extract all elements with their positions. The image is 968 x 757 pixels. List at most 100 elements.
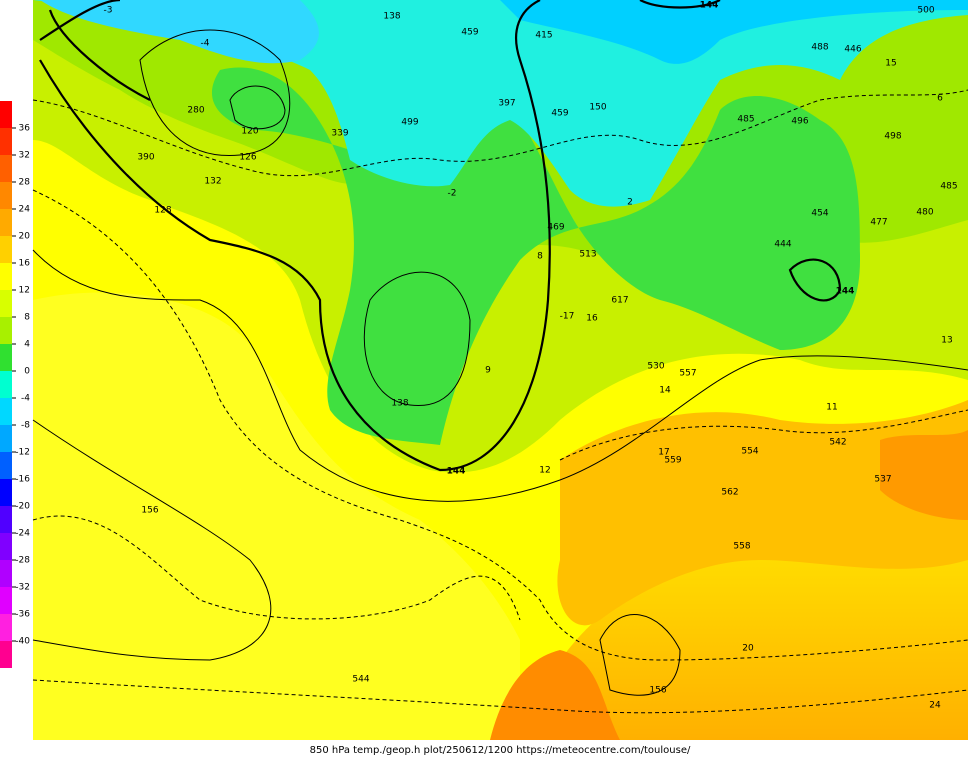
colorbar-swatch bbox=[0, 317, 12, 344]
isotherm-label: 8 bbox=[537, 252, 543, 262]
colorbar-label: -32 bbox=[15, 583, 30, 593]
contour-label: 126 bbox=[239, 153, 256, 163]
contour bbox=[599, 614, 681, 696]
isotherm-label: -4 bbox=[201, 39, 210, 49]
contour bbox=[39, 0, 551, 472]
map-field bbox=[33, 0, 968, 740]
station-label: 446 bbox=[844, 45, 861, 55]
colorbar-label: -8 bbox=[21, 421, 30, 431]
station-label: 444 bbox=[774, 240, 791, 250]
colorbar-label: 20 bbox=[19, 232, 31, 242]
colorbar-swatch bbox=[0, 182, 12, 209]
contour bbox=[32, 249, 968, 502]
isotherm bbox=[32, 189, 968, 661]
contour-label: 132 bbox=[204, 177, 221, 187]
colorbar-label: 0 bbox=[24, 367, 30, 377]
green-field bbox=[211, 67, 860, 445]
contour bbox=[32, 419, 272, 661]
hottest-field bbox=[490, 650, 620, 740]
isotherm-label: 6 bbox=[937, 94, 943, 104]
colorbar-swatch bbox=[0, 506, 12, 533]
contour-label: 144 bbox=[836, 287, 855, 297]
colorbar-label: 4 bbox=[24, 340, 30, 350]
colorbar-swatch bbox=[0, 290, 12, 317]
colorbar-swatch bbox=[0, 344, 12, 371]
colorbar-swatch bbox=[0, 371, 12, 398]
isotherm-label: 17 bbox=[658, 448, 669, 458]
contour-label: 144 bbox=[447, 467, 466, 477]
contour bbox=[788, 258, 842, 302]
colorbar-label: -12 bbox=[15, 448, 30, 458]
station-label: 485 bbox=[940, 182, 957, 192]
colorbar-label: 32 bbox=[19, 151, 30, 161]
station-label: 454 bbox=[811, 209, 828, 219]
coldest-field bbox=[500, 0, 968, 64]
colorbar-label: -16 bbox=[15, 475, 30, 485]
colorbar-swatch bbox=[0, 533, 12, 560]
station-label: 513 bbox=[579, 250, 596, 260]
colorbar-label: -24 bbox=[15, 529, 30, 539]
contour bbox=[139, 29, 291, 157]
colorbar-swatch bbox=[0, 452, 12, 479]
colorbar-swatch bbox=[0, 587, 12, 614]
hot-field-2 bbox=[557, 400, 968, 626]
contour-label: 156 bbox=[649, 686, 666, 696]
isotherm-label: 9 bbox=[485, 366, 491, 376]
colorbar-swatch bbox=[0, 155, 12, 182]
station-label: 530 bbox=[647, 362, 664, 372]
station-label: 128 bbox=[154, 206, 171, 216]
station-label: 498 bbox=[884, 132, 901, 142]
station-label: 390 bbox=[137, 153, 154, 163]
station-label: 459 bbox=[461, 28, 478, 38]
station-label: 496 bbox=[791, 117, 808, 127]
station-label: 499 bbox=[401, 118, 418, 128]
station-label: 542 bbox=[829, 438, 846, 448]
colorbar-label: -36 bbox=[15, 610, 30, 620]
isotherm-label: 11 bbox=[826, 403, 837, 413]
station-label: 559 bbox=[664, 456, 681, 466]
isotherm-label: 14 bbox=[659, 386, 671, 396]
colorbar-label: 28 bbox=[19, 178, 31, 188]
isotherm-label: 16 bbox=[586, 314, 598, 324]
colorbar-swatch bbox=[0, 614, 12, 641]
colorbar-label: 16 bbox=[19, 259, 31, 269]
isotherms bbox=[32, 89, 968, 714]
colorbar-swatch bbox=[0, 128, 12, 155]
isotherm bbox=[32, 89, 968, 177]
contour bbox=[363, 271, 471, 407]
station-label: 459 bbox=[551, 109, 568, 119]
station-label: 480 bbox=[916, 208, 933, 218]
isotherm bbox=[32, 679, 968, 714]
hot-field bbox=[520, 540, 968, 740]
contour-label: 138 bbox=[383, 12, 400, 22]
colorbar: 36 32 28 24 20 16 12 8 4 0 -4 -8 -12 -16 -20 -24 -28 -32 -… bbox=[0, 101, 30, 668]
contour-label: 120 bbox=[241, 127, 258, 137]
station-label: 544 bbox=[352, 675, 369, 685]
colorbar-swatch bbox=[0, 479, 12, 506]
station-label: 488 bbox=[811, 43, 828, 53]
isotherm-label: -2 bbox=[448, 189, 457, 199]
warm-field bbox=[33, 292, 520, 740]
colorbar-swatch bbox=[0, 263, 12, 290]
station-label: 415 bbox=[535, 31, 552, 41]
colorbar-label: 8 bbox=[24, 313, 30, 323]
hottest-field-2 bbox=[880, 430, 968, 520]
contour-label: 156 bbox=[141, 506, 158, 516]
colorbar-swatch bbox=[0, 236, 12, 263]
contour-label: 144 bbox=[700, 1, 719, 11]
contour bbox=[639, 0, 721, 9]
station-label: 617 bbox=[611, 296, 628, 306]
contour bbox=[229, 85, 286, 130]
station-label: 280 bbox=[187, 106, 204, 116]
contour-label: 150 bbox=[589, 103, 606, 113]
station-label: 339 bbox=[331, 129, 348, 139]
isotherm-label: 13 bbox=[941, 336, 952, 346]
colorbar-label: 24 bbox=[19, 205, 31, 215]
station-label: 469 bbox=[547, 223, 564, 233]
isotherm-label: -17 bbox=[560, 312, 575, 322]
station-label: 554 bbox=[741, 447, 758, 457]
isotherm-label: 24 bbox=[929, 701, 941, 711]
colorbar-swatch bbox=[0, 641, 12, 668]
colorbar-swatch bbox=[0, 398, 12, 425]
